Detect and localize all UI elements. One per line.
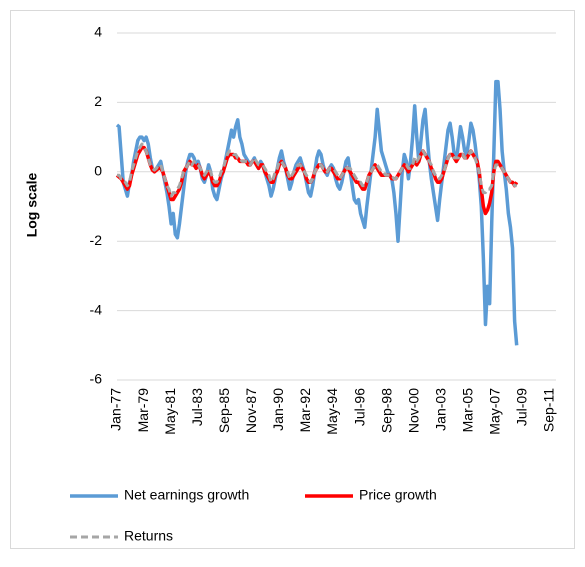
legend-label: Net earnings growth	[124, 487, 249, 503]
x-tick-label: May-94	[324, 388, 340, 435]
x-tick-label: Mar-05	[460, 388, 476, 433]
x-tick-label: Sep-85	[216, 388, 232, 433]
chart-frame	[10, 10, 575, 549]
x-tick-label: Sep-11	[541, 388, 557, 432]
x-tick-label: Jul-96	[351, 388, 367, 426]
x-tick-label: May-81	[162, 388, 178, 435]
x-tick-label: Jan-77	[108, 388, 124, 431]
x-tick-label: Nov-00	[405, 388, 421, 433]
y-tick-label: 4	[94, 24, 102, 40]
x-tick-label: Sep-98	[378, 388, 394, 433]
x-tick-label: Jan-90	[270, 388, 286, 431]
legend-label: Returns	[124, 528, 173, 544]
x-tick-label: Mar-92	[297, 388, 313, 433]
y-tick-label: -2	[90, 232, 103, 248]
legend-label: Price growth	[359, 487, 437, 503]
y-axis-label: Log scale	[24, 173, 40, 238]
y-tick-label: -4	[90, 301, 103, 317]
y-tick-label: 2	[94, 93, 102, 109]
x-tick-label: Jul-83	[189, 388, 205, 426]
y-tick-label: -6	[90, 371, 103, 387]
series-line	[115, 79, 519, 346]
x-tick-label: Jul-09	[514, 388, 530, 426]
x-tick-label: May-07	[487, 388, 503, 435]
x-tick-label: Nov-87	[243, 388, 259, 433]
y-tick-label: 0	[94, 163, 102, 179]
x-tick-label: Jan-03	[432, 388, 448, 431]
series-line	[117, 142, 517, 198]
x-tick-label: Mar-79	[135, 388, 151, 433]
